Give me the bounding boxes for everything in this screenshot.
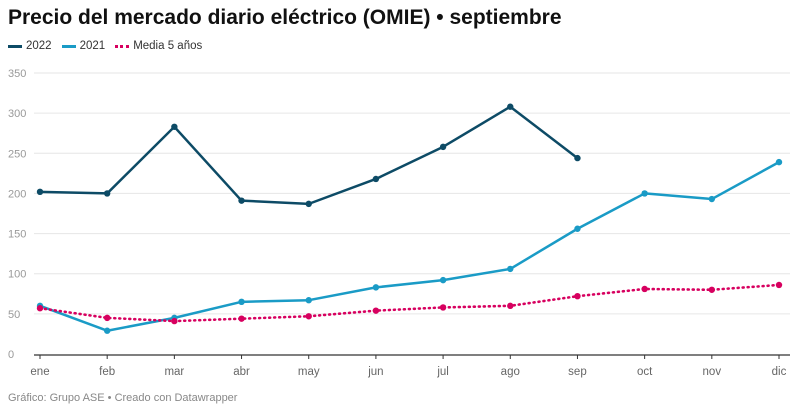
x-tick-label: abr bbox=[233, 366, 250, 378]
data-point bbox=[103, 190, 111, 197]
y-tick-label: 100 bbox=[8, 269, 26, 281]
data-point bbox=[439, 304, 447, 311]
data-point bbox=[103, 314, 111, 322]
x-tick-label: nov bbox=[703, 366, 722, 378]
y-tick-label: 350 bbox=[8, 68, 26, 80]
data-point bbox=[439, 143, 447, 151]
y-tick-label: 250 bbox=[8, 148, 26, 160]
legend-item-media: Media 5 años bbox=[115, 40, 202, 52]
x-tick-label: may bbox=[298, 366, 320, 378]
x-tick-label: sep bbox=[568, 366, 587, 378]
legend: 2022 2021 Media 5 años bbox=[8, 40, 202, 52]
data-point bbox=[507, 265, 514, 273]
data-point bbox=[574, 154, 581, 162]
legend-swatch bbox=[8, 44, 22, 48]
data-point bbox=[36, 305, 44, 312]
data-point bbox=[372, 284, 380, 291]
y-tick-label: 200 bbox=[8, 188, 26, 200]
x-tick-label: mar bbox=[164, 366, 184, 378]
y-tick-label: 150 bbox=[8, 229, 26, 241]
data-point bbox=[36, 188, 44, 196]
legend-item-2022: 2022 bbox=[8, 40, 52, 52]
x-tick-label: feb bbox=[99, 366, 115, 378]
x-tick-label: ago bbox=[501, 366, 520, 378]
legend-swatch bbox=[61, 44, 76, 48]
y-tick-label: 300 bbox=[8, 108, 26, 120]
data-point bbox=[708, 286, 716, 293]
data-point bbox=[305, 297, 312, 304]
data-point bbox=[238, 197, 245, 204]
data-point bbox=[372, 175, 380, 183]
legend-label: Media 5 años bbox=[133, 40, 203, 52]
data-point bbox=[775, 281, 783, 289]
data-point bbox=[238, 315, 245, 322]
data-point bbox=[171, 317, 178, 325]
series-line-2022 bbox=[39, 105, 579, 206]
data-point bbox=[507, 103, 514, 110]
series-line-2021 bbox=[39, 161, 780, 332]
data-point bbox=[372, 307, 380, 314]
data-point bbox=[641, 190, 648, 197]
data-point bbox=[238, 298, 245, 306]
data-point bbox=[708, 195, 716, 203]
data-point bbox=[507, 302, 514, 310]
legend-item-2021: 2021 bbox=[61, 40, 106, 52]
series-line-media-5-años bbox=[38, 283, 781, 323]
x-tick-label: oct bbox=[637, 366, 653, 378]
data-point bbox=[103, 327, 111, 334]
x-tick-label: dic bbox=[772, 366, 787, 378]
legend-label: 2022 bbox=[26, 40, 52, 52]
data-point bbox=[171, 123, 178, 130]
data-point bbox=[305, 200, 312, 208]
x-tick-label: jul bbox=[436, 366, 449, 378]
data-point bbox=[305, 313, 312, 320]
data-point bbox=[574, 225, 581, 232]
data-point bbox=[641, 285, 648, 293]
y-tick-label: 50 bbox=[8, 309, 20, 321]
y-tick-label: 0 bbox=[8, 349, 14, 361]
data-point bbox=[439, 276, 447, 284]
legend-swatch bbox=[115, 44, 130, 48]
x-tick-label: ene bbox=[30, 366, 49, 378]
legend-label: 2021 bbox=[79, 40, 106, 52]
data-point bbox=[775, 158, 783, 166]
chart-title: Precio del mercado diario eléctrico (OMI… bbox=[8, 6, 562, 29]
source-note: Gráfico: Grupo ASE • Creado con Datawrap… bbox=[8, 392, 238, 404]
data-point bbox=[574, 292, 581, 300]
x-tick-label: jun bbox=[367, 366, 383, 378]
